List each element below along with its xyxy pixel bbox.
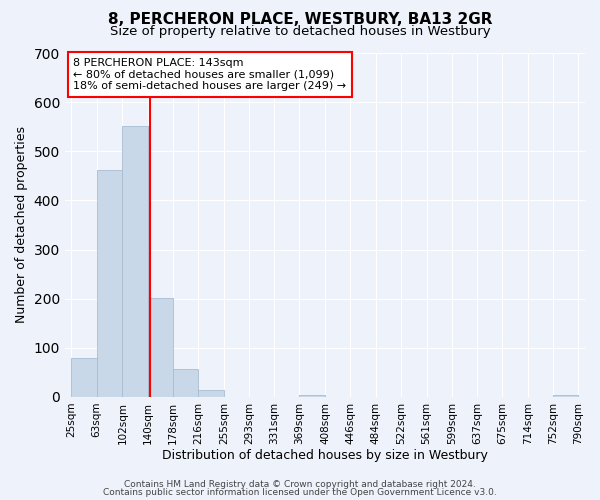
Bar <box>148 298 173 397</box>
Bar <box>553 394 578 397</box>
Bar <box>299 394 325 397</box>
Text: Contains public sector information licensed under the Open Government Licence v3: Contains public sector information licen… <box>103 488 497 497</box>
X-axis label: Distribution of detached houses by size in Westbury: Distribution of detached houses by size … <box>162 450 488 462</box>
Bar <box>71 358 97 397</box>
Y-axis label: Number of detached properties: Number of detached properties <box>15 126 28 324</box>
Bar <box>198 390 224 397</box>
Bar <box>173 369 198 397</box>
Text: Size of property relative to detached houses in Westbury: Size of property relative to detached ho… <box>110 25 490 38</box>
Text: 8 PERCHERON PLACE: 143sqm
← 80% of detached houses are smaller (1,099)
18% of se: 8 PERCHERON PLACE: 143sqm ← 80% of detac… <box>73 58 347 91</box>
Bar <box>122 126 148 397</box>
Text: 8, PERCHERON PLACE, WESTBURY, BA13 2GR: 8, PERCHERON PLACE, WESTBURY, BA13 2GR <box>108 12 492 28</box>
Bar <box>97 170 122 397</box>
Text: Contains HM Land Registry data © Crown copyright and database right 2024.: Contains HM Land Registry data © Crown c… <box>124 480 476 489</box>
